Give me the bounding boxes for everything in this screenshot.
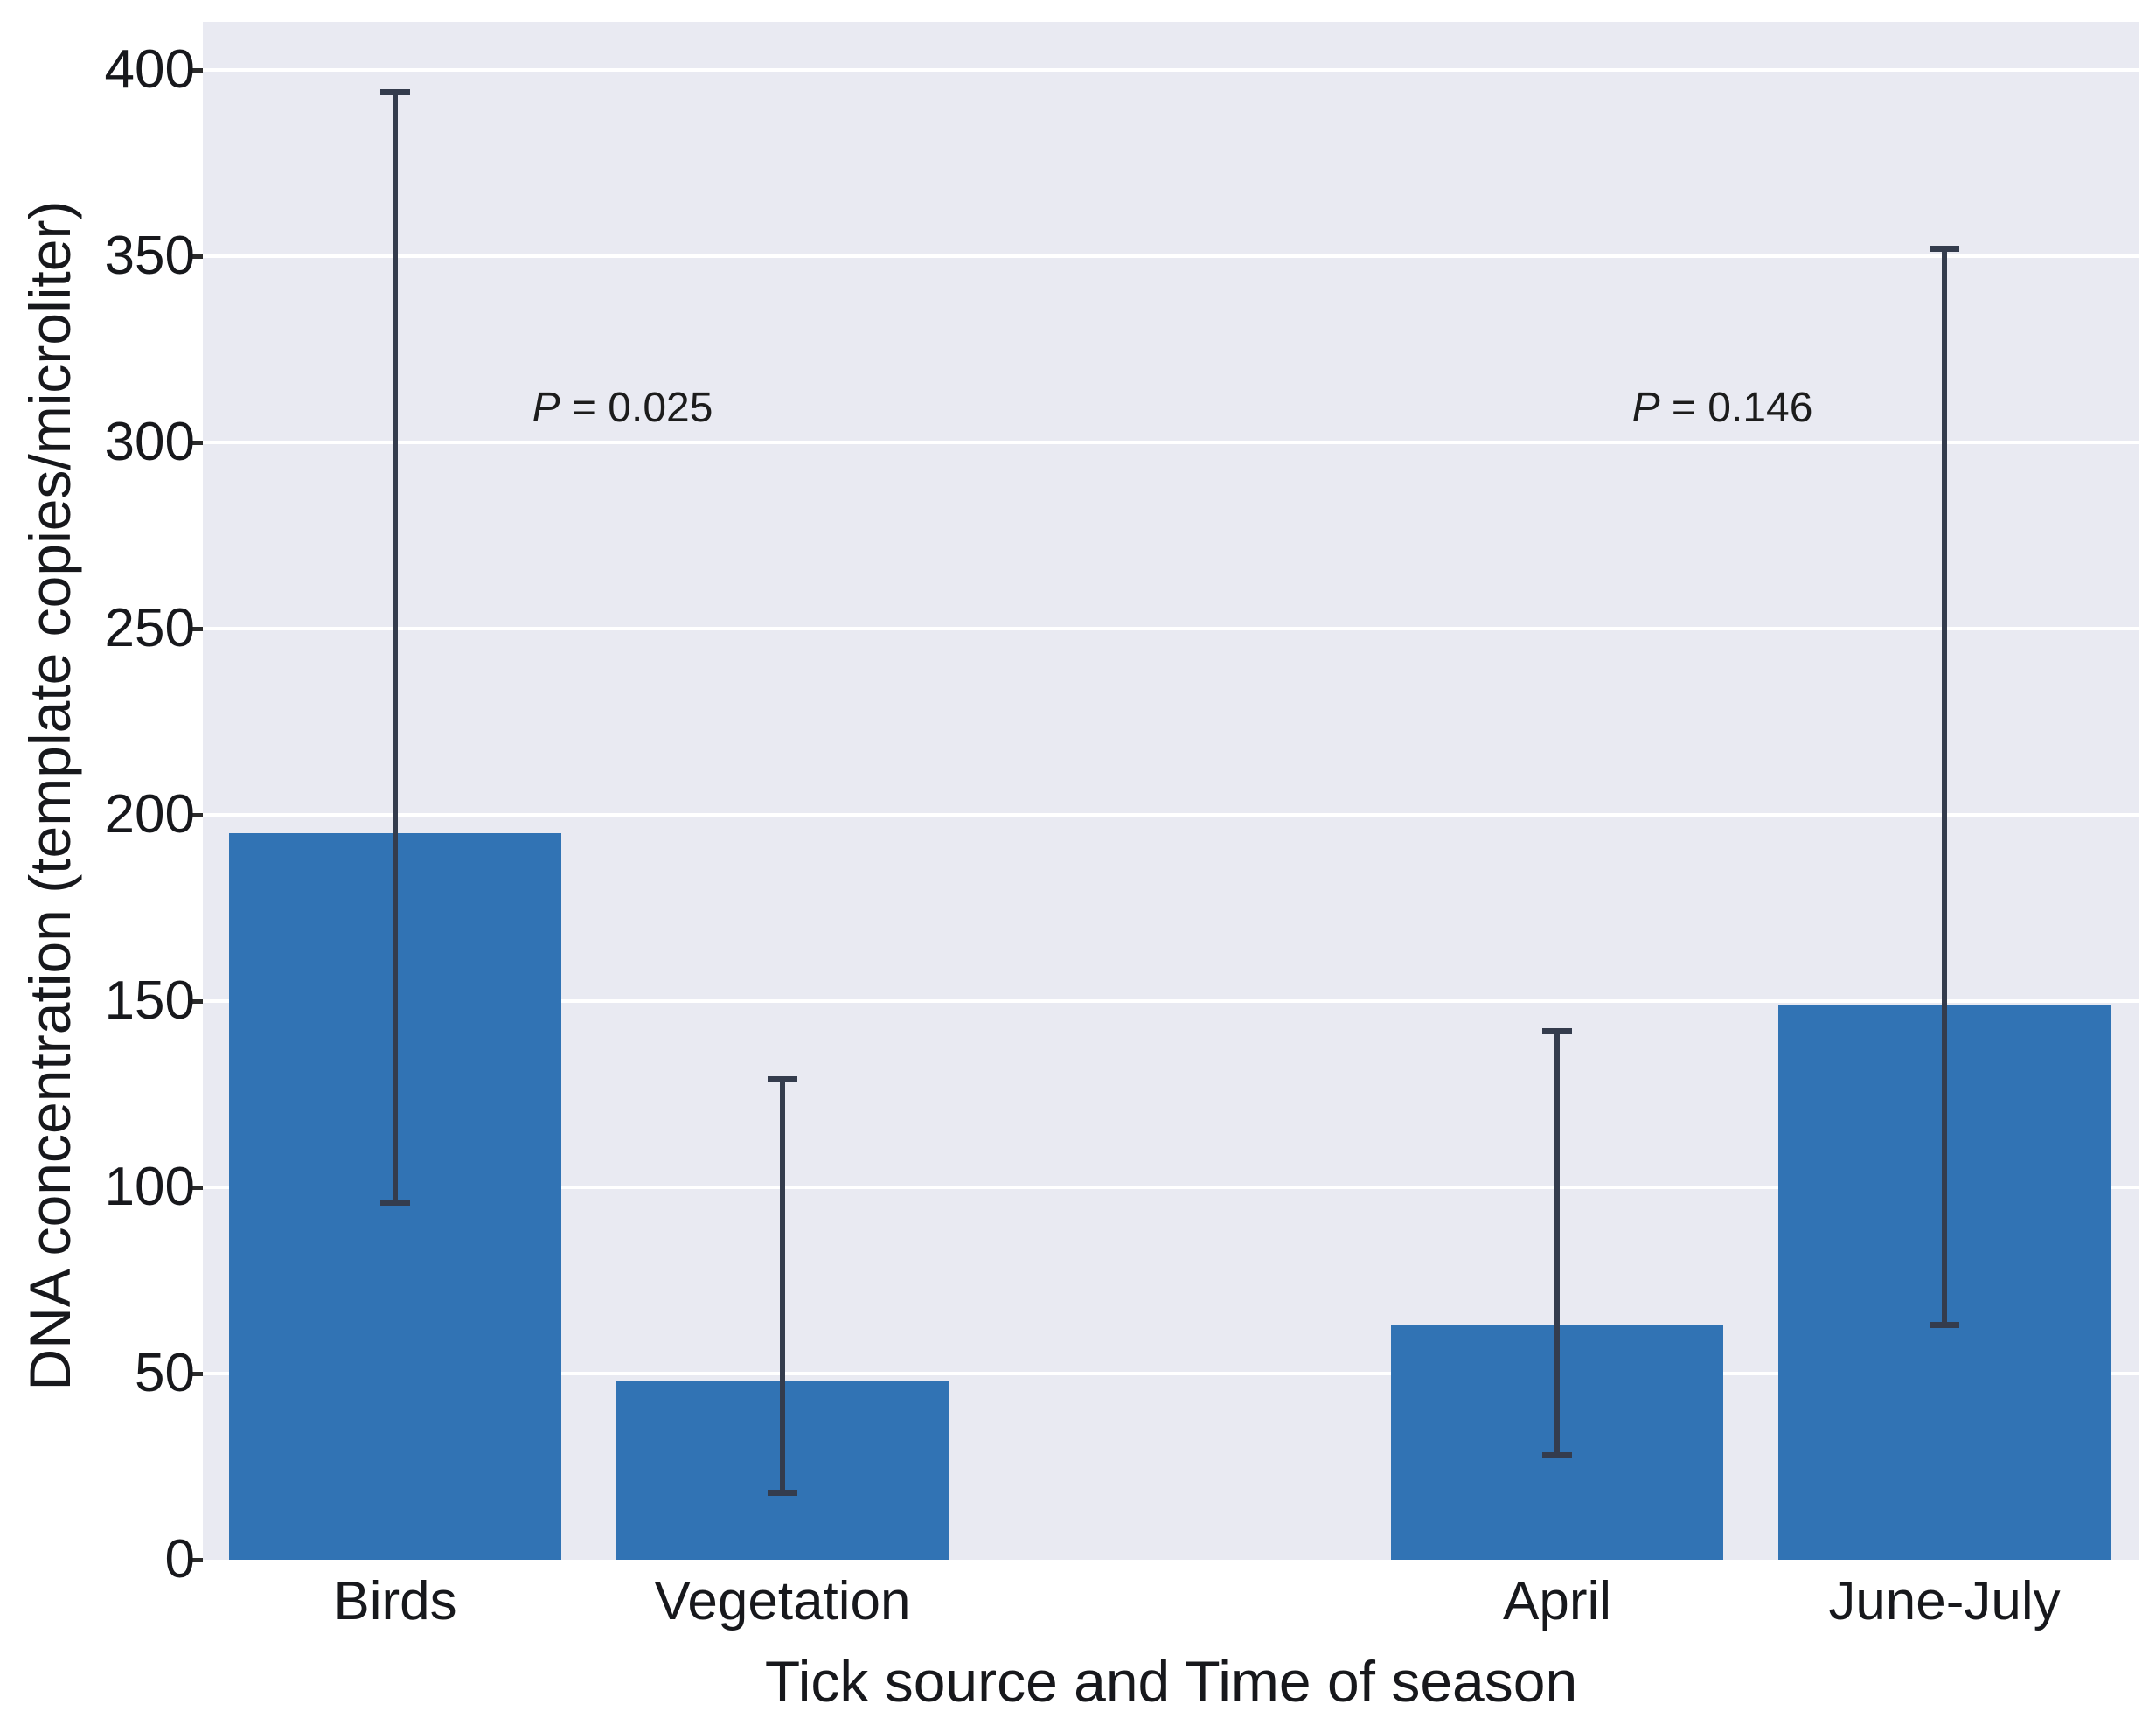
y-tick-mark-350 [192,254,203,259]
y-tick-label-400: 400 [104,39,195,101]
p-value-text: = 0.146 [1659,385,1813,431]
gridline-y-100 [203,1186,2139,1190]
gridline-y-300 [203,441,2139,445]
gridline-y-150 [203,999,2139,1004]
gridline-y-400 [203,68,2139,73]
y-tick-label-0: 0 [164,1529,195,1589]
gridline-y-350 [203,254,2139,259]
error-bar-june-july [1942,248,1947,1325]
error-cap-bottom-april [1542,1452,1572,1459]
y-tick-label-50: 50 [135,1343,195,1404]
y-tick-label-100: 100 [104,1157,195,1218]
p-value-annotation-1: P = 0.025 [532,386,713,430]
p-symbol: P [532,385,560,431]
y-tick-label-300: 300 [104,412,195,473]
y-tick-label-150: 150 [104,970,195,1032]
error-cap-top-birds [380,89,410,96]
error-cap-top-vegetation [768,1076,797,1083]
y-axis-title: DNA concentration (template copies/micro… [17,200,82,1391]
y-tick-label-250: 250 [104,598,195,659]
x-tick-label-birds: Birds [333,1571,457,1631]
p-symbol: P [1631,385,1660,431]
y-tick-mark-200 [192,812,203,817]
y-tick-label-350: 350 [104,226,195,287]
x-tick-label-june-july: June-July [1828,1571,2061,1631]
error-bar-birds [393,92,398,1203]
x-axis-title: Tick source and Time of season [764,1649,1578,1714]
error-bar-april [1554,1031,1560,1456]
gridline-y-200 [203,813,2139,817]
y-tick-label-200: 200 [104,784,195,845]
gridline-y-50 [203,1372,2139,1376]
p-value-annotation-2: P = 0.146 [1632,386,1813,430]
error-cap-bottom-june-july [1930,1322,1959,1329]
y-tick-mark-0 [192,1557,203,1562]
y-tick-mark-250 [192,626,203,631]
error-bar-vegetation [780,1079,785,1493]
error-cap-bottom-birds [380,1199,410,1206]
error-cap-top-april [1542,1027,1572,1034]
p-value-text: = 0.025 [560,385,713,431]
y-tick-mark-300 [192,440,203,445]
y-tick-mark-100 [192,1185,203,1190]
y-tick-mark-50 [192,1371,203,1376]
y-tick-mark-400 [192,67,203,73]
error-cap-bottom-vegetation [768,1489,797,1496]
gridline-y-250 [203,627,2139,631]
x-tick-label-april: April [1502,1571,1612,1631]
x-tick-label-vegetation: Vegetation [654,1571,911,1631]
error-cap-top-june-july [1930,246,1959,253]
y-tick-mark-150 [192,998,203,1004]
